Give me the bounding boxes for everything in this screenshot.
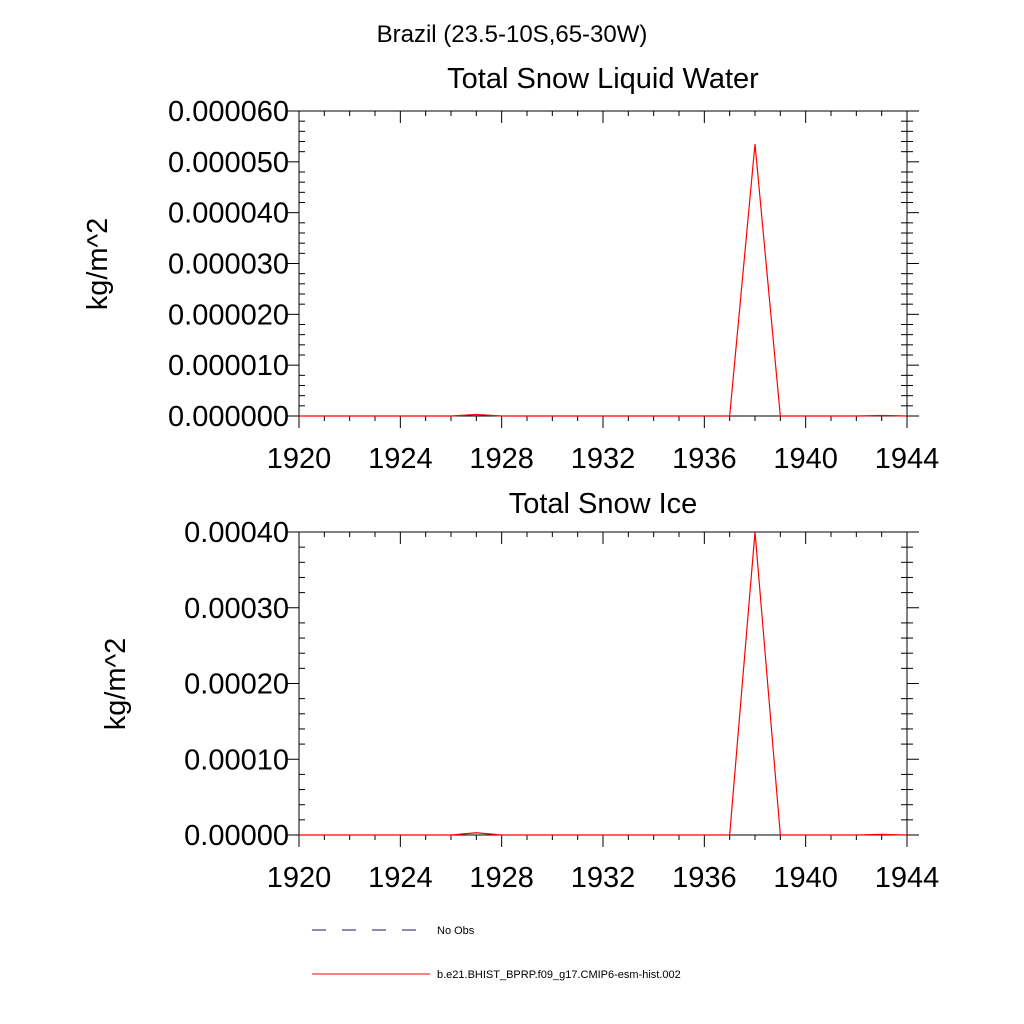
legend: No Obs b.e21.BHIST_BPRP.f09_g17.CMIP6-es…	[312, 925, 681, 981]
y-tick-label: 0.000000	[168, 401, 289, 433]
x-tick-label: 1944	[875, 443, 940, 475]
legend-label-model: b.e21.BHIST_BPRP.f09_g17.CMIP6-esm-hist.…	[437, 969, 681, 981]
x-tick-label: 1940	[773, 443, 838, 475]
x-tick-label: 1932	[571, 862, 636, 894]
x-tick-label: 1944	[875, 862, 940, 894]
panel-snow-liquid-water: Total Snow Liquid Water kg/m^2 1920 1924 1…	[82, 63, 939, 475]
y-tick-label: 0.000030	[168, 249, 289, 281]
panel-title: Total Snow Liquid Water	[447, 63, 759, 95]
panel-snow-ice: Total Snow Ice kg/m^2 1920 1924 1928 1932 19…	[100, 488, 939, 894]
y-tick-label: 0.00010	[184, 744, 289, 776]
x-tick-label: 1928	[469, 443, 534, 475]
y-tick-label: 0.000010	[168, 350, 289, 382]
y-tick-label: 0.000050	[168, 147, 289, 179]
y-tick-label: 0.000060	[168, 96, 289, 128]
x-tick-label: 1924	[368, 862, 433, 894]
x-tick-label: 1940	[773, 862, 838, 894]
figure-title: Brazil (23.5-10S,65-30W)	[377, 21, 648, 48]
panel-title: Total Snow Ice	[509, 488, 698, 520]
y-tick-label: 0.00000	[184, 820, 289, 852]
y-tick-label: 0.000020	[168, 299, 289, 331]
x-tick-label: 1920	[267, 443, 332, 475]
y-tick-label: 0.00030	[184, 593, 289, 625]
y-axis-label: kg/m^2	[82, 218, 114, 311]
series-line	[299, 143, 908, 417]
legend-label-no-obs: No Obs	[437, 925, 475, 937]
x-tick-label: 1936	[672, 862, 737, 894]
x-tick-label: 1936	[672, 443, 737, 475]
x-tick-label: 1920	[267, 862, 332, 894]
x-tick-label: 1928	[469, 862, 534, 894]
series-line	[299, 531, 908, 836]
y-axis-label: kg/m^2	[100, 638, 132, 731]
x-tick-label: 1924	[368, 443, 433, 475]
y-tick-label: 0.00020	[184, 669, 289, 701]
plot-frame	[298, 110, 908, 417]
y-tick-label: 0.00040	[184, 517, 289, 549]
plot-frame	[298, 531, 908, 836]
y-tick-label: 0.000040	[168, 198, 289, 230]
x-tick-label: 1932	[571, 443, 636, 475]
